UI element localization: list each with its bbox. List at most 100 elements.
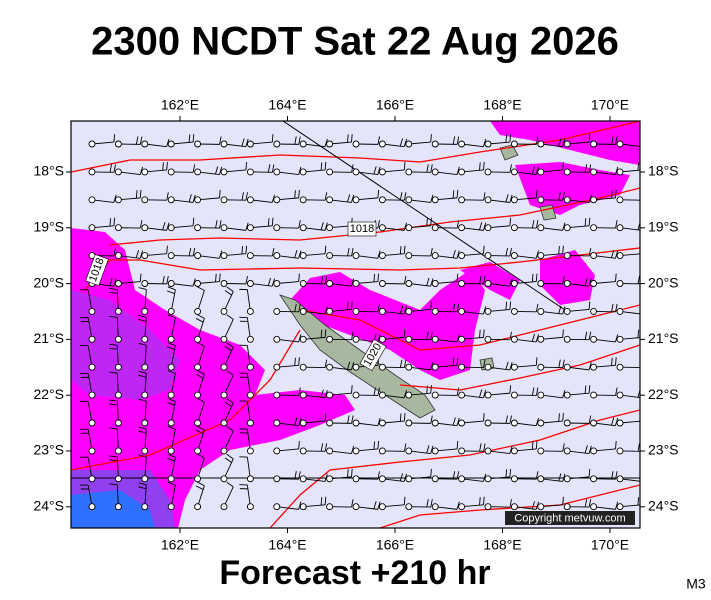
barb-feather <box>224 401 232 408</box>
barb-station <box>299 307 307 315</box>
barb-station <box>484 168 492 176</box>
barb-feather <box>373 441 376 450</box>
barb-feather <box>584 445 588 454</box>
barb-feather <box>430 385 432 394</box>
barb-staff <box>382 504 405 508</box>
copyright: Copyright metvuw.com <box>514 512 625 524</box>
barb-station <box>352 391 360 399</box>
barb-feather <box>642 443 643 451</box>
barb-feather <box>298 357 300 366</box>
barb-station <box>378 307 386 315</box>
barb-feather <box>109 455 118 458</box>
barb-station <box>590 280 598 287</box>
barb-station <box>352 475 360 483</box>
barb-staff <box>116 317 119 340</box>
barb-station <box>590 224 598 232</box>
barb-station <box>220 224 228 232</box>
barb-staff <box>223 319 234 340</box>
barb-feather <box>109 218 112 227</box>
barb-feather <box>271 217 274 226</box>
barb-station <box>458 363 466 371</box>
barb-staff <box>223 374 234 396</box>
barb-feather <box>479 275 482 284</box>
barb-station <box>88 224 96 232</box>
barb-feather <box>109 403 118 406</box>
lat-label: 18°S <box>33 163 64 179</box>
barb-station <box>326 168 334 176</box>
barb-station <box>537 168 545 176</box>
barb-feather <box>351 331 354 340</box>
barb-station <box>616 503 624 511</box>
barb-station <box>405 419 413 427</box>
copyright-box <box>505 511 635 525</box>
barb-staff <box>540 504 563 508</box>
barb-station <box>590 335 598 343</box>
barb-station <box>510 140 518 148</box>
barb-feather <box>509 331 512 340</box>
barb-feather <box>377 471 380 480</box>
barb-feather <box>505 247 508 256</box>
barb-staff <box>171 283 194 287</box>
barb-feather <box>109 347 118 350</box>
barb-station <box>431 140 439 148</box>
barb-feather <box>403 306 407 315</box>
barb-station <box>88 447 96 455</box>
barb-station <box>563 252 571 260</box>
barb-feather <box>324 275 328 284</box>
barb-feather <box>219 189 221 198</box>
lat-label: 24°S <box>648 498 679 514</box>
barb-station <box>484 447 492 455</box>
barb-station <box>299 168 307 176</box>
barb-station <box>458 391 466 399</box>
barb-feather <box>562 413 564 422</box>
barb-feather <box>483 359 486 368</box>
barb-feather <box>294 357 296 366</box>
barb-feather <box>373 501 377 510</box>
barb-station <box>352 363 360 371</box>
barb-station <box>141 252 149 260</box>
barb-station <box>220 503 228 511</box>
barb-feather <box>195 318 204 323</box>
barb-station <box>273 280 281 287</box>
barb-feather <box>642 497 643 505</box>
barb-staff <box>197 346 205 368</box>
barb-feather <box>615 250 619 259</box>
barb-station <box>484 224 492 232</box>
barb-feather <box>452 136 456 145</box>
barb-feather <box>452 357 455 366</box>
barb-station <box>378 363 386 371</box>
barb-staff <box>250 141 273 145</box>
barb-feather <box>403 389 407 398</box>
barb-feather <box>267 218 270 227</box>
barb-feather <box>271 134 274 143</box>
barb-staff <box>355 197 378 201</box>
barb-feather <box>479 222 483 231</box>
barb-feather <box>167 342 176 347</box>
barb-station <box>299 335 307 343</box>
barb-staff <box>171 225 194 229</box>
barb-feather <box>139 189 142 198</box>
barb-station <box>378 168 386 176</box>
barb-station <box>246 363 254 371</box>
barb-feather <box>298 440 300 450</box>
barb-feather <box>403 473 407 482</box>
barb-feather <box>615 334 619 343</box>
barb-feather <box>562 496 564 505</box>
barb-station <box>405 196 413 204</box>
barb-station <box>167 391 175 399</box>
barb-staff <box>197 197 220 201</box>
barb-staff <box>461 143 484 148</box>
barb-staff <box>170 485 176 507</box>
barb-staff <box>540 336 563 340</box>
barb-staff <box>461 420 484 424</box>
barb-feather <box>347 301 349 310</box>
barb-station <box>510 447 518 455</box>
barb-feather <box>615 189 617 198</box>
barb-station <box>537 363 545 371</box>
barb-feather <box>320 389 324 398</box>
barb-station <box>458 280 466 287</box>
barb-station <box>299 140 307 148</box>
barb-station <box>194 307 202 315</box>
barb-staff <box>276 281 299 284</box>
barb-feather <box>403 161 406 171</box>
